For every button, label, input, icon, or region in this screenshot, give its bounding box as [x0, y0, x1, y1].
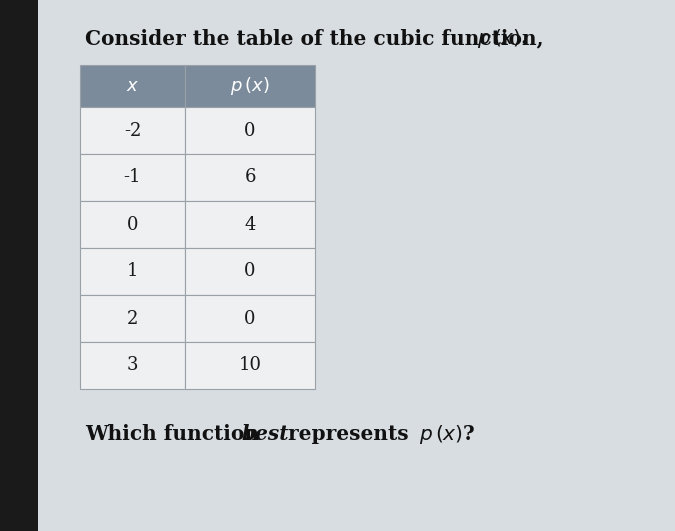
FancyBboxPatch shape: [80, 248, 185, 295]
FancyBboxPatch shape: [185, 201, 315, 248]
Text: 6: 6: [244, 168, 256, 186]
FancyBboxPatch shape: [185, 65, 315, 107]
Text: 0: 0: [127, 216, 138, 234]
Text: 0: 0: [244, 122, 256, 140]
Text: represents: represents: [281, 424, 416, 444]
FancyBboxPatch shape: [185, 295, 315, 342]
Text: -2: -2: [124, 122, 141, 140]
Text: 3: 3: [127, 356, 138, 374]
FancyBboxPatch shape: [185, 342, 315, 389]
FancyBboxPatch shape: [185, 107, 315, 154]
FancyBboxPatch shape: [185, 248, 315, 295]
Text: best: best: [241, 424, 288, 444]
Text: 10: 10: [238, 356, 261, 374]
Text: $\mathit{p}\,(\mathit{x})$: $\mathit{p}\,(\mathit{x})$: [230, 75, 270, 97]
FancyBboxPatch shape: [38, 0, 675, 531]
Text: 2: 2: [127, 310, 138, 328]
Text: 0: 0: [244, 262, 256, 280]
Text: 4: 4: [244, 216, 256, 234]
Text: $\mathit{x}$: $\mathit{x}$: [126, 77, 139, 95]
Text: 0: 0: [244, 310, 256, 328]
Text: $\mathit{p}\,(x)$.: $\mathit{p}\,(x)$.: [477, 27, 528, 49]
Text: $\mathit{p}\,(\mathit{x})$?: $\mathit{p}\,(\mathit{x})$?: [419, 423, 475, 446]
FancyBboxPatch shape: [80, 107, 185, 154]
FancyBboxPatch shape: [80, 154, 185, 201]
FancyBboxPatch shape: [185, 154, 315, 201]
FancyBboxPatch shape: [80, 342, 185, 389]
Text: 1: 1: [127, 262, 138, 280]
FancyBboxPatch shape: [80, 201, 185, 248]
Text: -1: -1: [124, 168, 141, 186]
FancyBboxPatch shape: [0, 0, 38, 531]
Text: Consider the table of the cubic function,: Consider the table of the cubic function…: [85, 28, 551, 48]
FancyBboxPatch shape: [80, 295, 185, 342]
FancyBboxPatch shape: [80, 65, 185, 107]
Text: Which function: Which function: [85, 424, 266, 444]
